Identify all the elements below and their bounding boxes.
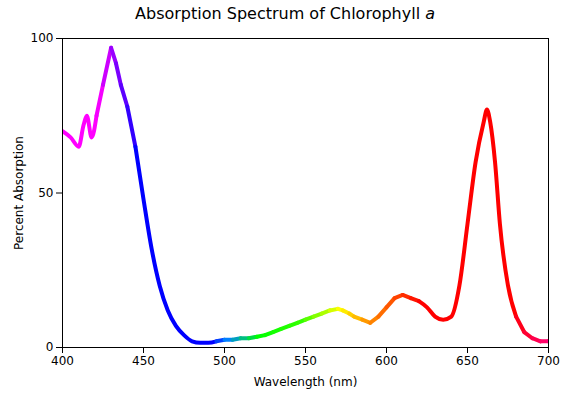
svg-text:50: 50 (38, 186, 53, 200)
svg-text:550: 550 (294, 354, 317, 368)
html-text:Absorption Spectrum of Chlorop: Absorption Spectrum of Chlorophyll a (135, 4, 435, 23)
svg-text:0: 0 (46, 340, 54, 354)
svg-text:100: 100 (31, 31, 54, 45)
svg-text:650: 650 (456, 354, 479, 368)
svg-text:Percent Absorption: Percent Absorption (12, 136, 26, 250)
svg-text:700: 700 (537, 354, 560, 368)
svg-text:450: 450 (132, 354, 155, 368)
svg-text:400: 400 (51, 354, 74, 368)
svg-text:600: 600 (375, 354, 398, 368)
svg-text:500: 500 (213, 354, 236, 368)
svg-text:Wavelength (nm): Wavelength (nm) (254, 375, 358, 389)
